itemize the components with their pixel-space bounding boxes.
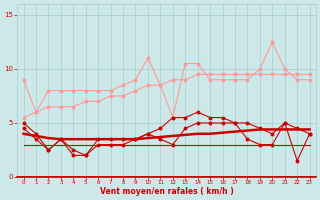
X-axis label: Vent moyen/en rafales ( km/h ): Vent moyen/en rafales ( km/h )	[100, 187, 234, 196]
